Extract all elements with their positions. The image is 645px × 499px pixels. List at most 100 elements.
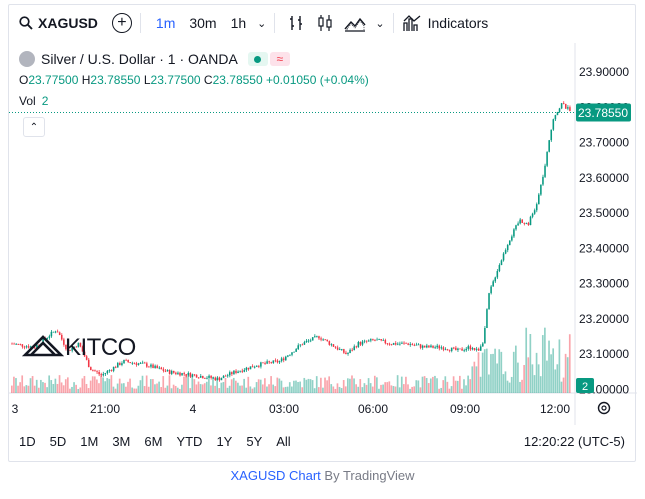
attribution-link[interactable]: XAGUSD Chart [230, 468, 321, 483]
volume-bar [133, 388, 136, 393]
candle-body [38, 344, 40, 346]
range-5d[interactable]: 5D [49, 433, 67, 449]
volume-bar [525, 327, 528, 393]
collapse-legend-button[interactable]: ⌃ [23, 117, 45, 137]
last-price-label: 23.78550 [578, 106, 628, 120]
candle-body [15, 343, 17, 345]
volume-bar [568, 334, 571, 393]
candle-body [432, 345, 434, 348]
candle-body [490, 286, 492, 294]
range-all[interactable]: All [276, 433, 291, 449]
interval-dropdown-chevron-icon[interactable]: ⌄ [257, 17, 267, 30]
volume-bar [251, 388, 254, 393]
candle-body [197, 377, 200, 379]
volume-bar [11, 385, 13, 393]
volume-bar [168, 375, 171, 393]
area-style-icon[interactable] [344, 14, 366, 32]
volume-bar [512, 351, 515, 393]
gear-icon[interactable] [597, 401, 611, 415]
volume-bar [189, 388, 192, 393]
volume-bar [264, 378, 266, 393]
chart-style-dropdown-chevron-icon[interactable]: ⌄ [375, 17, 385, 30]
interval-1m[interactable]: 1m [155, 15, 176, 31]
candle-body [139, 362, 142, 364]
price-tick-label: 23.10000 [579, 347, 629, 361]
volume-bar [299, 381, 301, 393]
time-tick-label: 21:00 [90, 402, 120, 416]
bars-style-icon[interactable] [288, 14, 306, 32]
candle-body [314, 336, 316, 338]
volume-bar [436, 378, 438, 393]
candle-body [556, 111, 559, 116]
candle-body [430, 345, 432, 348]
candle-body [34, 347, 36, 349]
candle-body [394, 343, 397, 345]
volume-bar [104, 381, 107, 393]
high-label: H [81, 73, 91, 87]
volume-bar [118, 378, 121, 393]
range-6m[interactable]: 6M [144, 433, 163, 449]
volume-bar [58, 375, 61, 393]
range-3m[interactable]: 3M [112, 433, 131, 449]
candle-body [212, 377, 214, 379]
indicators-button[interactable]: Indicators [402, 5, 488, 41]
volume-bar [523, 365, 525, 393]
candle-body [567, 107, 569, 109]
volume-bar [15, 378, 17, 393]
range-1d[interactable]: 1D [19, 433, 36, 449]
candle-body [322, 339, 324, 341]
time-tick-label: 06:00 [358, 402, 388, 416]
candle-body [127, 360, 129, 363]
candle-body [237, 371, 239, 373]
close-value: 23.78550 [212, 73, 263, 87]
volume-bar [19, 382, 21, 393]
volume-bar [533, 375, 536, 393]
volume-bar [123, 383, 125, 393]
volume-bar [510, 376, 513, 393]
candle-body [523, 222, 526, 224]
candle-body [305, 340, 308, 343]
range-ytd[interactable]: YTD [176, 433, 203, 449]
volume-bar [326, 380, 328, 393]
candles-style-icon[interactable] [316, 14, 334, 32]
candle-body [370, 339, 372, 341]
range-5y[interactable]: 5Y [246, 433, 263, 449]
candle-body [224, 375, 227, 377]
candle-body [189, 372, 192, 377]
candle-body [448, 350, 451, 352]
volume-bar [311, 380, 314, 393]
price-chart[interactable]: 23.9000023.8000023.7000023.6000023.50000… [9, 5, 637, 427]
candle-body [367, 340, 370, 342]
volume-bar [388, 381, 391, 393]
candle-body [21, 344, 24, 347]
interval-30m[interactable]: 30m [189, 15, 217, 31]
candle-body [548, 140, 550, 152]
candle-body [258, 366, 260, 367]
volume-bar [139, 380, 142, 393]
volume-bar [259, 379, 262, 393]
volume-bar [415, 380, 418, 393]
symbol-search[interactable]: XAGUSD [19, 5, 98, 41]
candle-body [347, 353, 349, 355]
plus-icon: + [117, 14, 127, 31]
timezone-clock[interactable]: 12:20:22 (UTC-5) [523, 433, 625, 449]
volume-bar [322, 387, 324, 393]
interval-1h[interactable]: 1h [230, 15, 247, 31]
volume-bar [50, 380, 53, 393]
volume-bar [13, 376, 15, 393]
volume-bar [160, 387, 163, 393]
range-1m[interactable]: 1M [80, 433, 99, 449]
range-1y[interactable]: 1Y [216, 433, 233, 449]
volume-bar [380, 384, 382, 393]
candle-body [413, 344, 416, 346]
volume-bar [174, 385, 177, 393]
candle-body [320, 338, 322, 340]
volume-bar [376, 377, 378, 393]
volume-bar [170, 388, 173, 393]
volume-bar [179, 388, 181, 393]
volume-bar [147, 386, 150, 393]
candle-body [390, 344, 393, 346]
compare-symbol-button[interactable]: + [111, 13, 132, 33]
volume-bar [216, 378, 219, 393]
candle-body [185, 374, 187, 376]
